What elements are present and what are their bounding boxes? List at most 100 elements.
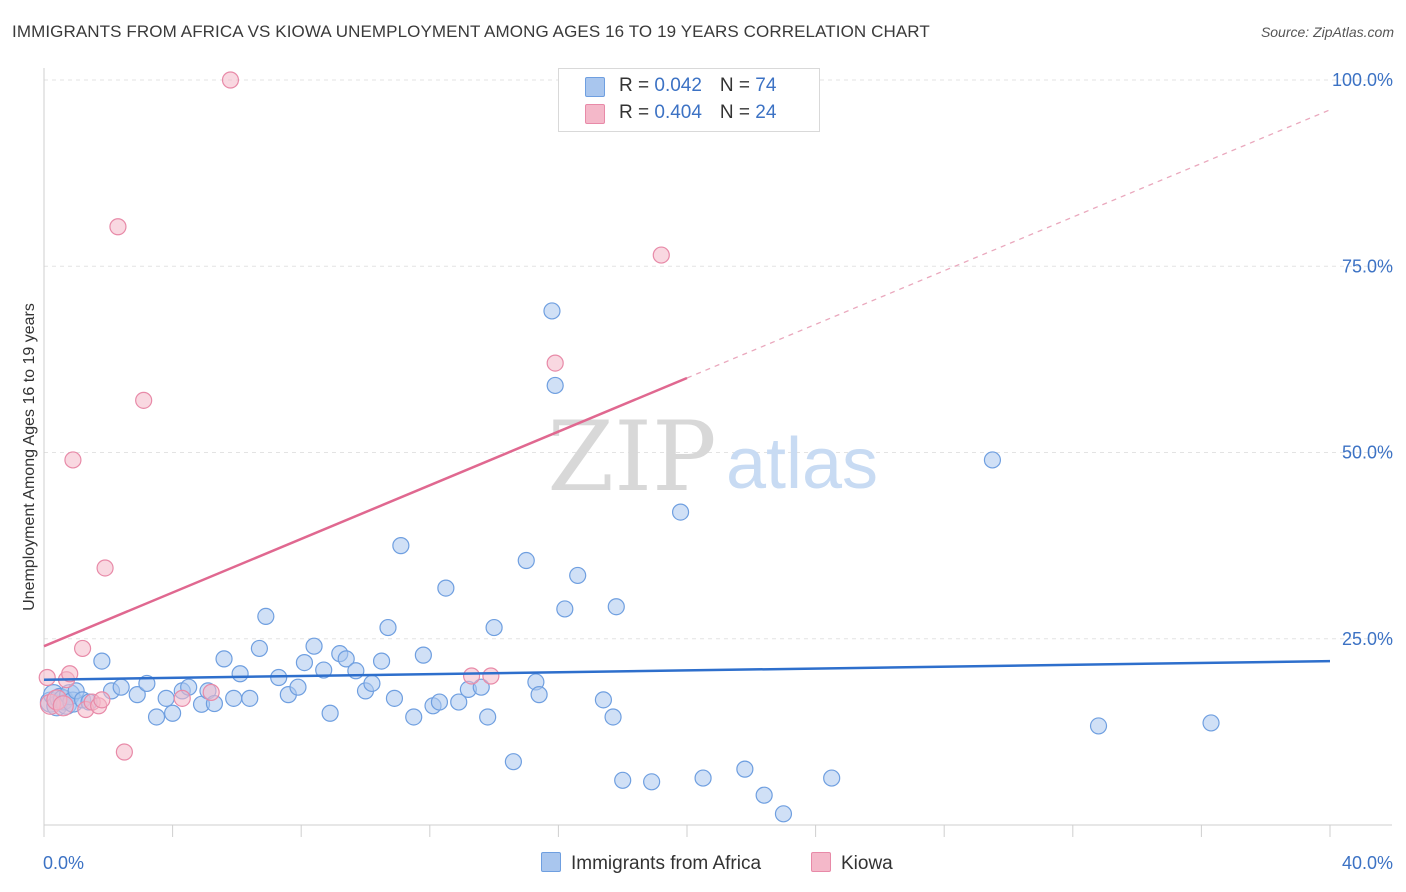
grid-layer xyxy=(44,79,1392,640)
y-tick-label: 75.0% xyxy=(1342,256,1393,276)
point-africa xyxy=(614,771,632,789)
point-africa xyxy=(385,689,404,707)
y-tick-label: 100.0% xyxy=(1332,70,1393,90)
point-kiowa xyxy=(652,246,670,264)
point-africa xyxy=(694,769,712,787)
point-africa xyxy=(430,693,449,711)
point-kiowa xyxy=(93,691,111,709)
point-africa xyxy=(372,652,391,670)
x-tick-label: 40.0% xyxy=(1342,853,1393,873)
trend-layer xyxy=(43,109,1331,681)
point-africa xyxy=(1089,717,1108,735)
point-africa xyxy=(823,769,841,787)
watermark: ZIP atlas xyxy=(547,401,878,513)
point-africa xyxy=(250,639,269,658)
legend-n-label: N = xyxy=(719,75,756,96)
y-axis-label: Unemployment Among Ages 16 to 19 years xyxy=(21,303,38,611)
point-africa xyxy=(289,678,307,696)
bottom-legend-label-africa: Immigrants from Africa xyxy=(571,853,762,874)
point-africa xyxy=(736,760,754,778)
point-africa xyxy=(643,773,661,791)
correlation-legend: R = 0.042 N = 74 R = 0.404 N = 24 xyxy=(558,68,820,132)
tick-label-layer: 25.0% 50.0% 75.0% 100.0% 0.0% 40.0% xyxy=(43,70,1393,873)
point-africa xyxy=(231,665,249,683)
point-africa xyxy=(569,566,587,585)
legend-swatch-africa xyxy=(585,77,605,97)
point-africa xyxy=(295,653,314,672)
trend-line-africa xyxy=(43,659,1331,681)
point-africa xyxy=(774,805,793,823)
point-africa xyxy=(315,661,333,679)
bottom-legend-kiowa: Kiowa xyxy=(811,852,893,875)
point-africa xyxy=(379,618,397,637)
point-africa xyxy=(392,537,410,555)
chart-title: IMMIGRANTS FROM AFRICA VS KIOWA UNEMPLOY… xyxy=(12,22,930,41)
point-kiowa xyxy=(96,559,114,577)
legend-n-value: 74 xyxy=(755,75,777,96)
legend-r-value: 0.404 xyxy=(654,102,702,123)
point-africa xyxy=(594,691,613,709)
point-kiowa xyxy=(115,743,133,761)
trend-line-kiowa xyxy=(43,376,688,648)
point-africa xyxy=(530,686,548,704)
legend-n-value: 24 xyxy=(755,102,777,123)
point-africa xyxy=(604,708,622,726)
point-africa xyxy=(450,693,468,711)
point-africa xyxy=(147,708,166,726)
point-africa xyxy=(607,598,625,616)
y-tick-label: 50.0% xyxy=(1342,443,1393,463)
y-tick-label: 25.0% xyxy=(1342,629,1393,649)
point-kiowa xyxy=(135,391,153,409)
point-africa xyxy=(543,302,561,320)
bottom-legend-swatch-africa xyxy=(541,852,561,872)
point-kiowa xyxy=(482,667,500,685)
point-kiowa xyxy=(73,639,92,658)
point-africa xyxy=(128,686,146,704)
point-africa xyxy=(414,646,432,664)
point-kiowa xyxy=(109,218,127,236)
point-africa xyxy=(363,674,381,693)
points-layer xyxy=(38,71,1220,823)
point-africa xyxy=(305,637,323,655)
point-kiowa xyxy=(64,451,82,469)
point-africa xyxy=(215,650,233,668)
point-africa xyxy=(405,708,423,726)
point-kiowa xyxy=(38,668,56,687)
point-africa xyxy=(337,650,355,668)
point-africa xyxy=(164,704,182,722)
x-tick-label: 0.0% xyxy=(43,853,84,873)
point-kiowa xyxy=(221,71,240,89)
point-africa xyxy=(504,753,522,771)
point-africa xyxy=(241,689,259,707)
point-africa xyxy=(437,579,455,597)
point-africa xyxy=(1202,714,1220,732)
point-kiowa xyxy=(173,689,191,707)
point-kiowa xyxy=(52,695,74,717)
legend-r-label: R = xyxy=(619,102,655,123)
point-africa xyxy=(671,503,690,521)
point-africa xyxy=(517,551,535,570)
point-africa xyxy=(485,618,503,637)
legend-n-label: N = xyxy=(719,102,756,123)
point-africa xyxy=(112,678,130,696)
point-africa xyxy=(556,600,574,618)
point-kiowa xyxy=(462,667,481,685)
point-kiowa xyxy=(546,354,564,372)
point-africa xyxy=(983,451,1002,469)
point-africa xyxy=(225,689,243,707)
source-credit: Source: ZipAtlas.com xyxy=(1260,24,1394,40)
point-africa xyxy=(93,652,111,670)
point-africa xyxy=(157,689,175,707)
legend-r-value: 0.042 xyxy=(654,75,702,96)
legend-r-label: R = xyxy=(619,75,655,96)
watermark-zip: ZIP xyxy=(547,401,716,513)
watermark-atlas: atlas xyxy=(726,424,878,504)
legend-swatch-kiowa xyxy=(585,104,605,124)
point-africa xyxy=(755,786,773,804)
point-africa xyxy=(546,376,564,395)
trend-line-kiowa-extension xyxy=(686,109,1331,379)
point-africa xyxy=(321,704,339,722)
bottom-legend-africa: Immigrants from Africa xyxy=(541,852,761,875)
point-africa xyxy=(257,607,275,626)
